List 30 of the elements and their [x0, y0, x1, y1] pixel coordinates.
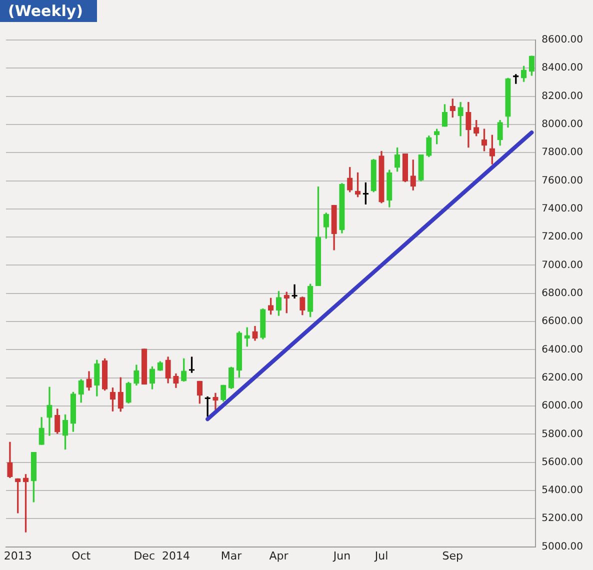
y-tick-label: 6000.00	[542, 400, 584, 412]
y-tick-label: 7600.00	[542, 175, 584, 186]
y-tick-label: 7400.00	[542, 204, 584, 215]
x-tick-label: Dec	[134, 549, 155, 562]
x-tick-label: 2013	[4, 549, 32, 562]
y-tick-label: 5400.00	[542, 485, 584, 496]
y-tick-label: 6200.00	[542, 372, 584, 384]
x-tick-label: 2014	[162, 549, 190, 562]
y-tick-label: 8600.00	[542, 34, 584, 46]
y-tick-label: 7200.00	[542, 232, 584, 243]
y-tick-label: 7800.00	[542, 147, 584, 158]
x-tick-label: Apr	[269, 549, 289, 562]
x-tick-label: Sep	[442, 549, 464, 562]
y-tick-label: 8000.00	[542, 119, 584, 130]
chart-title: (Weekly)	[0, 0, 97, 22]
x-tick-label: Jun	[332, 549, 351, 562]
y-tick-label: 5600.00	[542, 456, 584, 468]
y-tick-label: 8400.00	[542, 62, 584, 74]
x-tick-label: Mar	[220, 549, 242, 562]
candlestick	[212, 392, 218, 410]
y-tick-label: 6600.00	[542, 316, 584, 328]
y-tick-label: 8200.00	[542, 90, 584, 102]
y-tick-label: 6800.00	[542, 288, 584, 299]
y-tick-label: 5800.00	[542, 428, 584, 440]
x-tick-label: Jul	[374, 549, 388, 562]
y-tick-label: 7000.00	[542, 260, 584, 271]
y-tick-label: 5200.00	[542, 513, 584, 524]
y-tick-label: 5000.00	[542, 541, 584, 552]
y-tick-label: 6400.00	[542, 344, 584, 356]
x-tick-label: Oct	[72, 549, 92, 562]
